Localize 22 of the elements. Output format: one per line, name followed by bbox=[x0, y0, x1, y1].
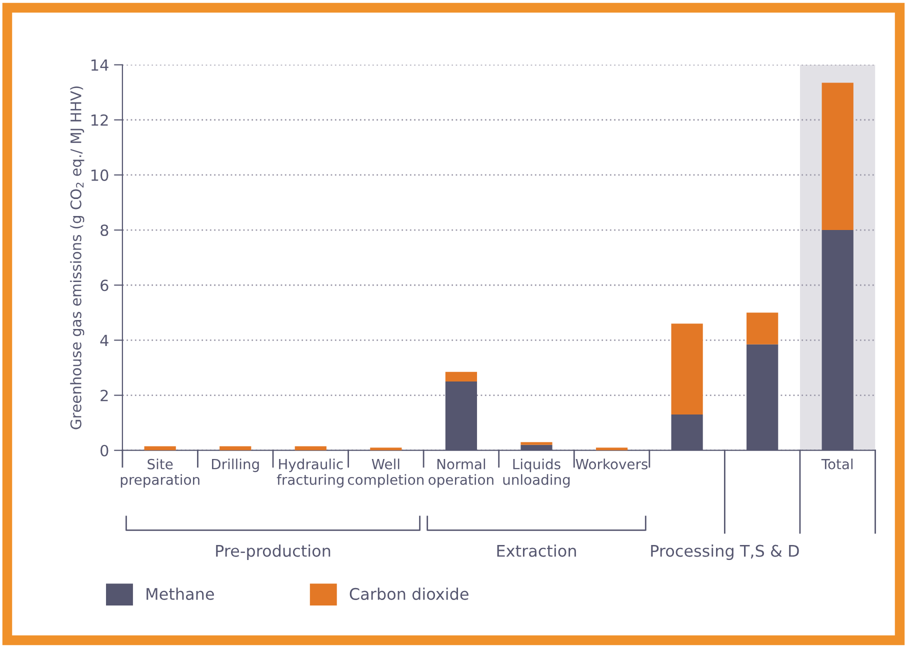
text: Processing T,S & D bbox=[651, 544, 799, 560]
y-tick-label: 8 bbox=[100, 224, 108, 236]
x-tick-label: Well completion bbox=[348, 458, 424, 488]
y-tick-label: 14 bbox=[91, 59, 108, 71]
x-tick-label: Total bbox=[821, 458, 853, 470]
y-tick-label: 0 bbox=[100, 444, 108, 456]
text: Pre-production bbox=[216, 544, 330, 560]
legend-label: Carbon dioxide bbox=[350, 588, 468, 600]
x-tick-label: Normal operation bbox=[428, 458, 494, 488]
x-tick-label: Workovers bbox=[576, 458, 648, 470]
y-tick-label: 10 bbox=[91, 169, 108, 181]
x-tick-label: Liquids unloading bbox=[503, 458, 570, 488]
x-tick-label: Hydraulic fracturing bbox=[276, 458, 344, 488]
x-tick-label: Site preparation bbox=[120, 458, 200, 488]
x-tick-label: Drilling bbox=[212, 458, 259, 472]
y-tick-label: 4 bbox=[100, 334, 108, 346]
y-tick-label: 12 bbox=[91, 114, 108, 126]
y-axis-title: Greenhouse gas emissions (g CO$_{2}$ eq./ MJ HHV) bbox=[70, 86, 84, 430]
text: Extraction bbox=[497, 544, 576, 557]
y-tick-label: 2 bbox=[100, 390, 108, 402]
legend-label: Methane bbox=[146, 588, 214, 600]
y-tick-label: 6 bbox=[100, 280, 108, 292]
